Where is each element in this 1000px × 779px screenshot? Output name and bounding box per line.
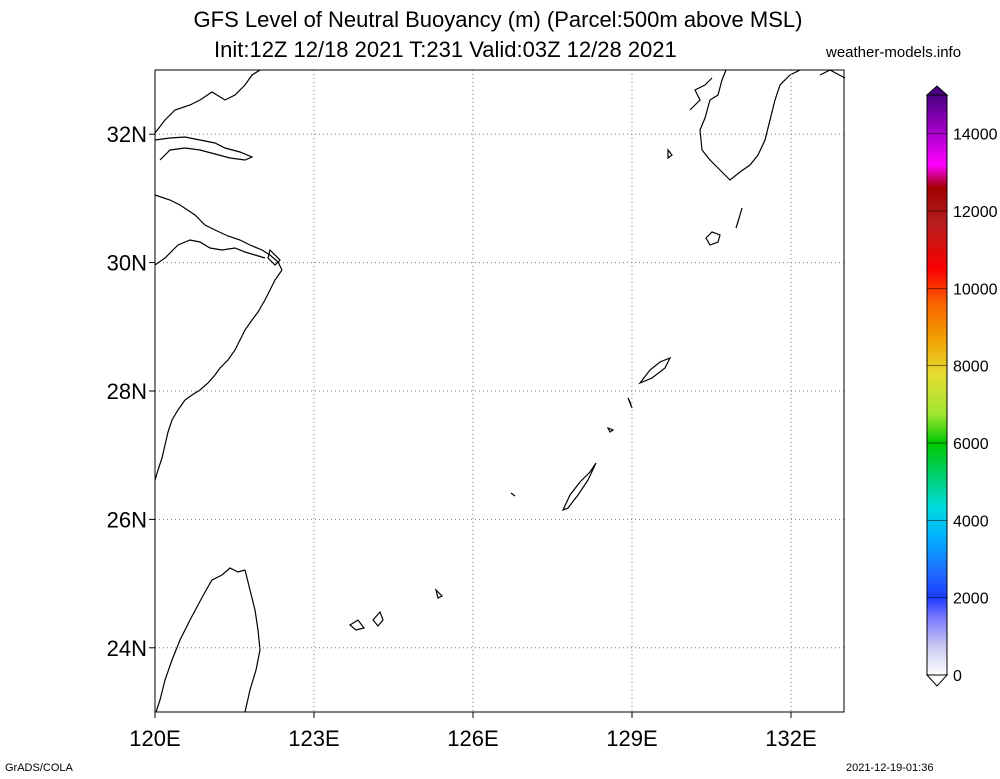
colorbar-tick-label: 4000 <box>953 513 989 530</box>
colorbar: 0 2000 4000 6000 8000 10000 12000 14000 <box>925 85 998 687</box>
footer-right: 2021-12-19-01:36 <box>846 762 934 774</box>
colorbar-min-arrow <box>925 674 949 687</box>
x-tick-label: 132E <box>765 726 816 751</box>
footer-left: GrADS/COLA <box>5 762 73 774</box>
y-tick-label: 32N <box>107 122 147 147</box>
colorbar-tick-label: 2000 <box>953 591 989 608</box>
chart-subtitle: Init:12Z 12/18 2021 T:231 Valid:03Z 12/2… <box>214 37 677 62</box>
y-tick-label: 30N <box>107 251 147 276</box>
x-tick-label: 123E <box>288 726 339 751</box>
y-axis-ticks: 24N 26N 28N 30N 32N <box>107 122 155 661</box>
credit-label: weather-models.info <box>826 44 962 61</box>
y-tick-label: 28N <box>107 379 147 404</box>
colorbar-tick-label: 0 <box>953 668 962 685</box>
y-tick-label: 26N <box>107 507 147 532</box>
colorbar-tick-label: 6000 <box>953 436 989 453</box>
x-tick-label: 120E <box>129 726 180 751</box>
colorbar-tick-label: 14000 <box>953 127 998 144</box>
coastline <box>154 69 846 713</box>
colorbar-tick-label: 10000 <box>953 281 998 298</box>
gridlines <box>155 70 844 712</box>
x-axis-ticks: 120E 123E 126E 129E 132E <box>129 712 817 751</box>
colorbar-tick-label: 8000 <box>953 359 989 376</box>
y-tick-label: 24N <box>107 636 147 661</box>
colorbar-max-arrow <box>925 85 949 96</box>
colorbar-bar <box>926 94 948 676</box>
chart-title: GFS Level of Neutral Buoyancy (m) (Parce… <box>193 7 803 32</box>
x-tick-label: 129E <box>606 726 657 751</box>
colorbar-tick-label: 12000 <box>953 204 998 221</box>
x-tick-label: 126E <box>447 726 498 751</box>
